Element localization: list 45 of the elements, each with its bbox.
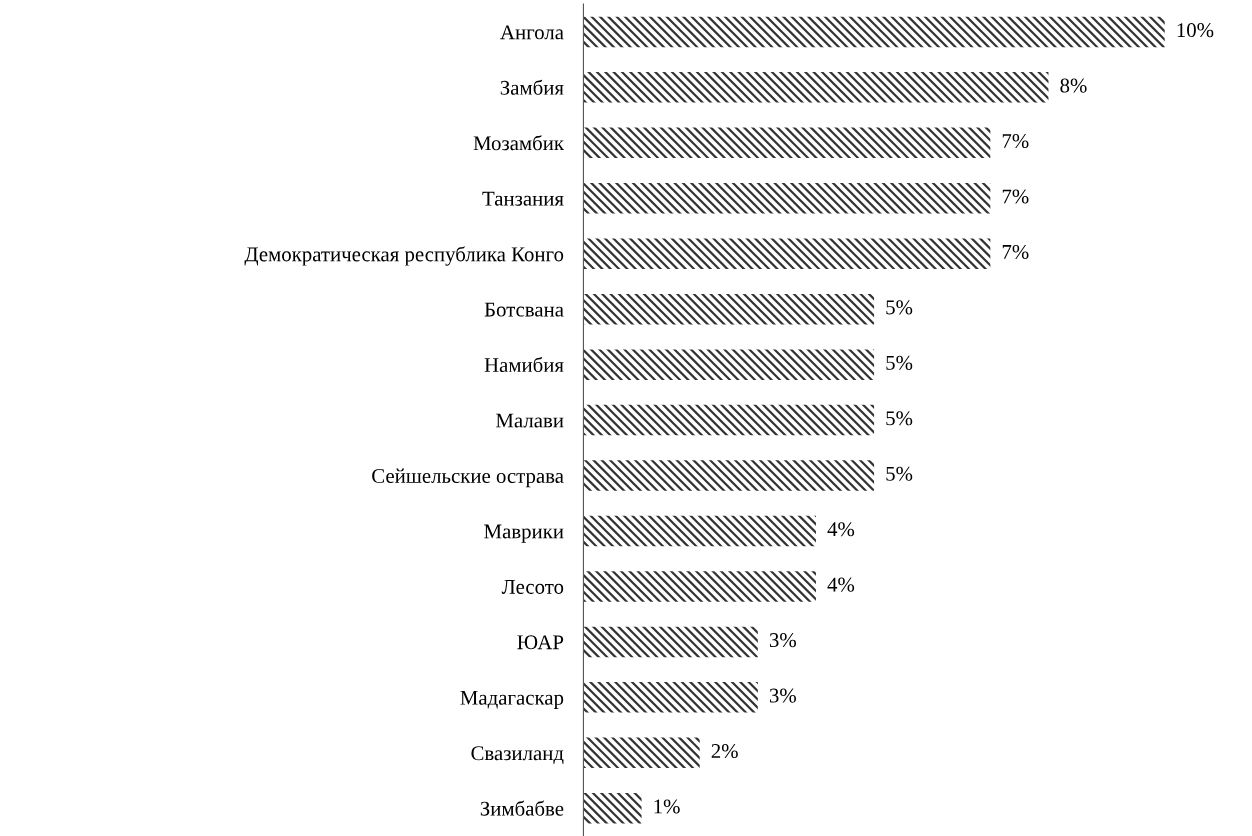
y-tick-label: Маврики xyxy=(484,524,564,543)
y-tick-label: Намибия xyxy=(484,356,564,373)
bar xyxy=(583,16,1165,48)
data-label: 4% xyxy=(827,577,855,592)
y-tick-label: Замбия xyxy=(500,79,564,95)
y-tick-label: Ангола xyxy=(500,25,564,40)
bar xyxy=(583,127,991,159)
bar xyxy=(583,626,758,658)
y-tick-label: Танзания xyxy=(482,191,564,206)
y-tick-label: Ботсвана xyxy=(484,302,564,317)
y-tick-label: Мозамбик xyxy=(473,135,565,151)
bar xyxy=(583,183,991,214)
y-tick-label: Свазиланд xyxy=(471,746,564,765)
bar xyxy=(583,515,816,547)
data-label: 3% xyxy=(769,688,796,703)
y-tick-label: ЮАР xyxy=(517,635,564,650)
y-tick-label: Лесото xyxy=(501,580,564,594)
y-tick-label: Демократическая республика Конго xyxy=(244,246,564,266)
y-tick-label: Малави xyxy=(496,413,564,428)
data-label: 7% xyxy=(1002,189,1029,204)
data-label: 5% xyxy=(886,300,913,315)
data-label: 2% xyxy=(711,743,738,759)
data-label: 7% xyxy=(1002,244,1029,260)
data-label: 3% xyxy=(769,633,796,648)
data-label: 7% xyxy=(1002,133,1029,149)
data-label: 1% xyxy=(654,799,680,814)
data-label: 8% xyxy=(1060,78,1087,93)
y-tick-label: Зимбабве xyxy=(480,800,564,816)
data-label: 4% xyxy=(827,522,855,537)
y-tick-label: Сейшельские острава xyxy=(372,468,564,488)
bar xyxy=(583,349,875,380)
y-tick-label: Мадагаскар xyxy=(460,690,564,710)
bar xyxy=(583,72,1049,103)
data-label: 5% xyxy=(886,466,913,481)
data-label: 5% xyxy=(886,411,913,426)
data-label: 5% xyxy=(886,355,913,370)
bar xyxy=(583,404,875,436)
bar xyxy=(583,737,700,769)
bar xyxy=(583,682,758,713)
bar xyxy=(583,238,991,269)
bar xyxy=(583,460,875,491)
bar xyxy=(583,793,642,824)
bar xyxy=(583,293,875,325)
data-label: 10% xyxy=(1177,23,1214,38)
bar xyxy=(583,571,816,602)
